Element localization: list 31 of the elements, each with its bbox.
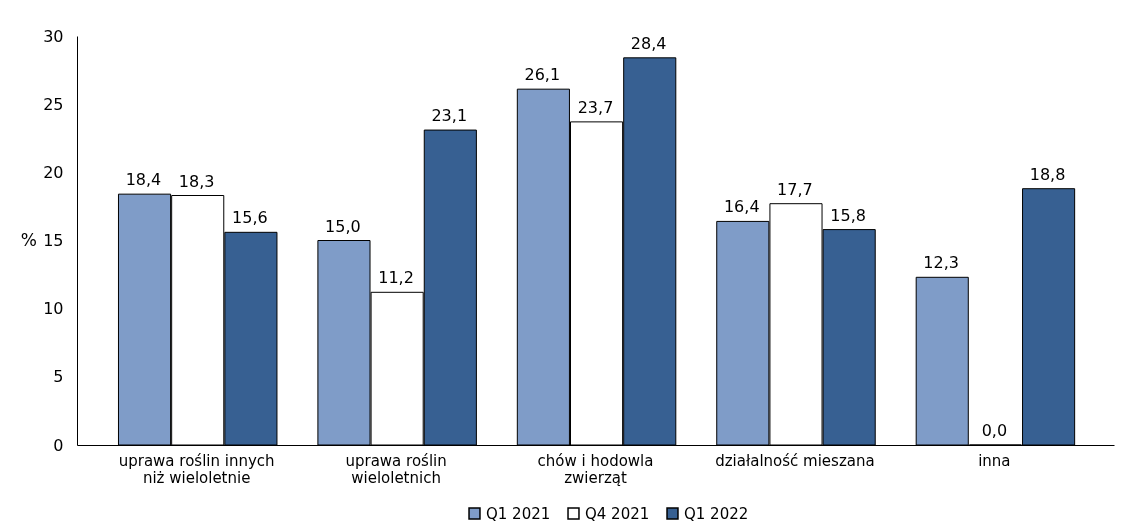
data-label: 23,1 [431,106,468,126]
data-label: 17,7 [777,179,813,199]
data-label: 15,0 [325,216,361,236]
data-label: 12,3 [923,253,959,273]
legend-label: Q1 2022 [684,504,749,523]
data-label: 18,8 [1029,164,1066,184]
data-label: 18,3 [178,171,215,191]
y-tick-label: 15 [43,231,64,250]
y-tick-label: 5 [53,367,64,387]
data-label: 18,4 [125,170,162,190]
x-tick-label: inna [978,451,1011,470]
data-label: 28,4 [630,33,667,53]
data-label: 26,1 [524,65,561,85]
x-tick-label: uprawa roślin innych niż wieloletnie [118,451,275,487]
y-tick-label: 20 [43,162,64,182]
legend-label: Q4 2021 [585,504,650,523]
y-tick-label: 10 [43,299,64,319]
data-label: 15,8 [830,205,866,225]
y-tick-label: 25 [43,94,64,114]
y-tick-label: 0 [53,435,64,455]
data-label: 15,6 [232,208,268,228]
x-tick-label: uprawa roślin wieloletnich [345,451,447,487]
x-tick-label: chów i hodowla zwierząt [537,451,654,487]
y-tick-label: 30 [43,26,64,46]
data-label: 11,2 [378,268,414,288]
data-label: 0,0 [981,421,1008,440]
data-label: 16,4 [723,197,760,217]
x-tick-label: działalność mieszana [715,451,875,470]
y-axis-title: % [20,229,37,250]
data-label: 23,7 [577,97,614,117]
legend-label: Q1 2021 [486,504,551,523]
